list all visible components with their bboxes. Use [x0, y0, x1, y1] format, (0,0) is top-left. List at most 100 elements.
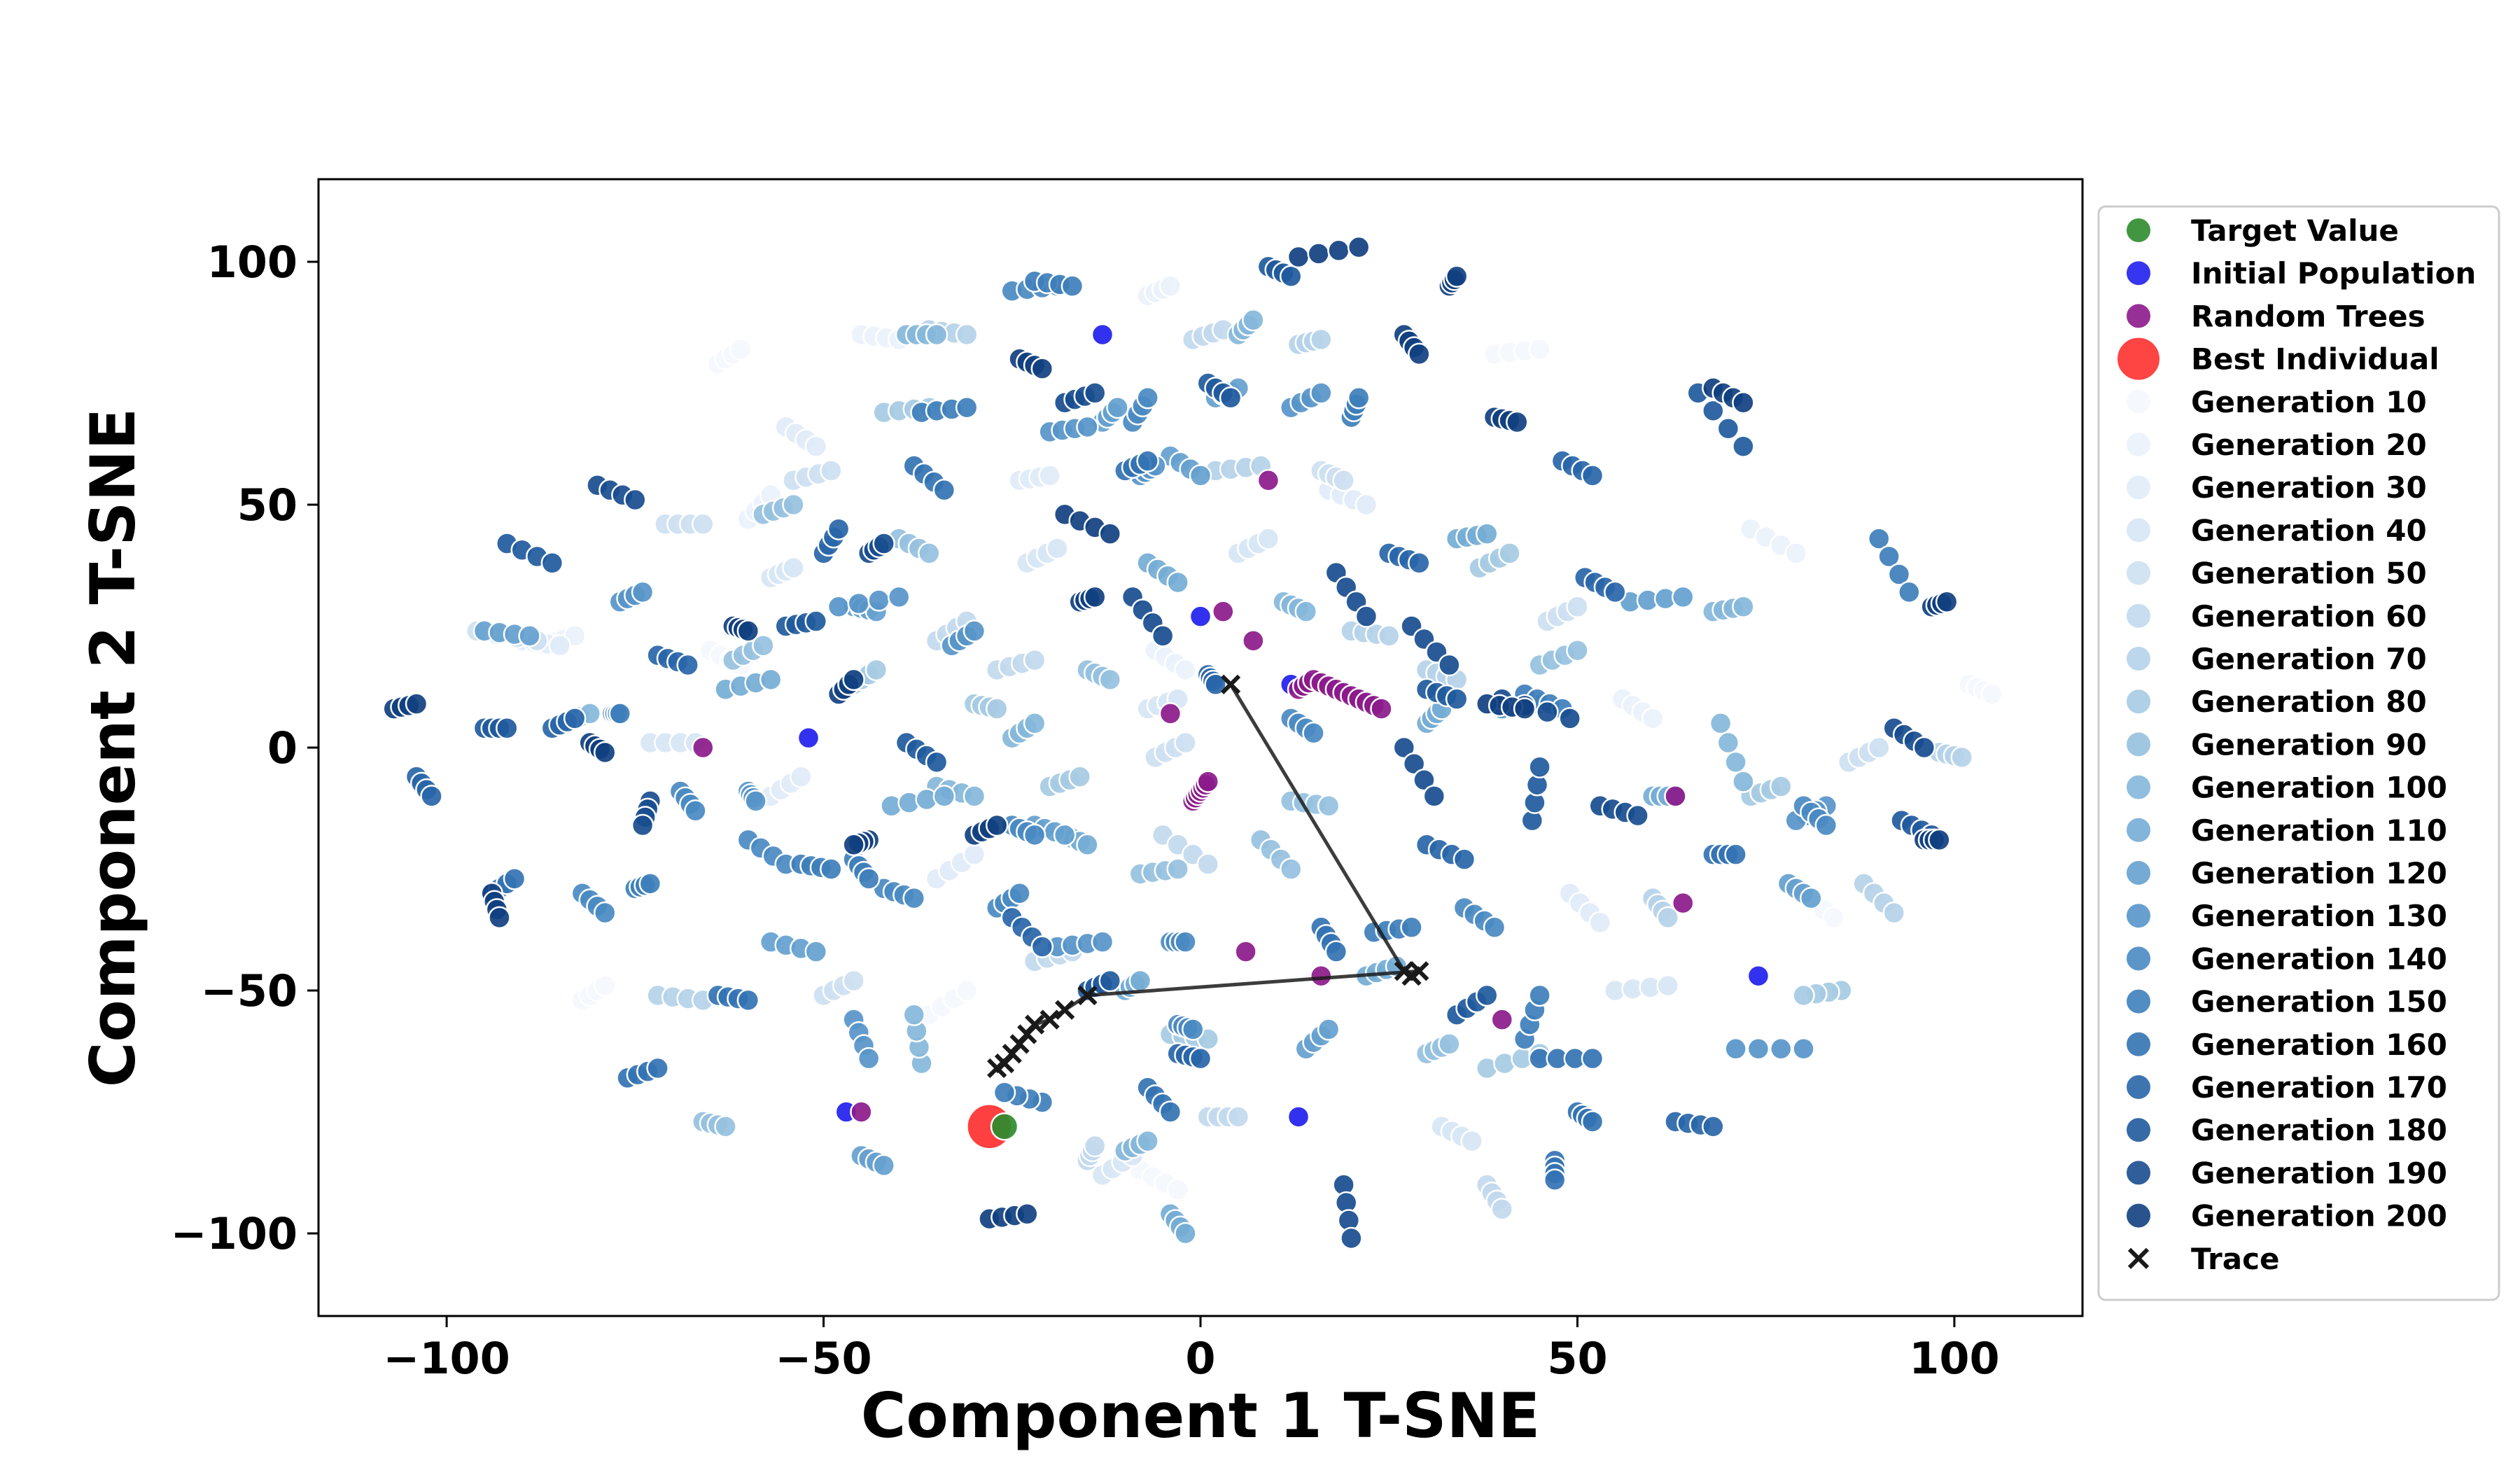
generation-40-point: [1256, 527, 1280, 550]
generation-140-point: [1483, 916, 1506, 939]
legend-label-target-value: Target Value: [2191, 214, 2399, 248]
trace-marker: [987, 1058, 1007, 1079]
legend-label-generation-60: Generation 60: [2191, 599, 2427, 634]
generation-120-point: [1053, 823, 1077, 847]
generation-140-point: [902, 886, 926, 910]
generation-130-point: [827, 595, 850, 618]
generation-130-point: [887, 585, 911, 609]
legend-label-generation-80: Generation 80: [2191, 685, 2427, 719]
generation-150-point: [1867, 527, 1891, 550]
generation-120-point: [1671, 585, 1695, 609]
initial-population-point: [1287, 1105, 1310, 1128]
generation-180-point: [540, 552, 564, 575]
generation-190-point: [1438, 653, 1461, 677]
generation-200-point: [1732, 391, 1755, 414]
generation-10-point: [1528, 337, 1551, 361]
generation-200-point: [593, 741, 617, 764]
generation-170-point: [1189, 1046, 1212, 1070]
y-tick-label: −50: [201, 965, 298, 1016]
random-trees-point: [850, 1100, 873, 1124]
generation-150-point: [857, 867, 881, 890]
generation-200-point: [842, 668, 865, 692]
legend-label-generation-90: Generation 90: [2191, 727, 2427, 762]
legend-marker-generation-170: [2125, 1074, 2152, 1100]
generation-190-point: [1626, 804, 1649, 827]
generation-30-point: [962, 843, 986, 866]
generation-200-point: [1030, 357, 1054, 380]
generation-10-point: [1822, 906, 1845, 930]
generation-30-point: [548, 634, 571, 657]
legend-label-generation-20: Generation 20: [2191, 428, 2427, 462]
generation-70-point: [1310, 328, 1333, 351]
generation-170-point: [420, 785, 443, 808]
legend-marker-generation-20: [2125, 431, 2152, 458]
generation-130-point: [867, 589, 890, 612]
generation-140-point: [1814, 813, 1838, 837]
legend-marker-generation-70: [2125, 645, 2152, 672]
x-tick-label: 50: [1547, 1333, 1607, 1384]
generation-80-point: [1792, 983, 1815, 1007]
generation-150-point: [1898, 580, 1921, 604]
generation-200-point: [1098, 522, 1122, 545]
generation-130-point: [744, 790, 767, 813]
generation-90-point: [918, 542, 941, 565]
generation-180-point: [925, 750, 948, 774]
generation-10-point: [955, 979, 979, 1002]
generation-60-point: [1226, 1105, 1250, 1128]
generation-110-point: [759, 668, 783, 692]
random-trees-point: [1234, 940, 1257, 963]
generation-130-point: [962, 620, 986, 643]
axis-ticks: −100 −50 0 50 100 −100 −50 0 50 100: [171, 237, 2000, 1384]
generation-180-point: [1475, 983, 1499, 1007]
generation-170-point: [1452, 848, 1476, 871]
trace-marker: [1220, 674, 1241, 694]
legend-label-generation-150: Generation 150: [2191, 985, 2447, 1019]
generation-60-point: [1083, 1134, 1107, 1158]
generation-200-point: [1016, 1203, 1039, 1226]
legend-marker-generation-190: [2125, 1159, 2152, 1186]
legend-marker-generation-150: [2125, 988, 2152, 1015]
generation-200-point: [736, 620, 760, 643]
generation-130-point: [1310, 382, 1333, 405]
legend-marker-generation-130: [2125, 902, 2152, 930]
generation-40-point: [1460, 1129, 1483, 1153]
x-tick-label: −50: [775, 1333, 872, 1384]
legend-label-generation-200: Generation 200: [2191, 1199, 2447, 1233]
generation-110-point: [1128, 969, 1152, 993]
generation-130-point: [1769, 1037, 1793, 1060]
legend-marker-target-value: [2125, 217, 2152, 244]
legend-label-generation-40: Generation 40: [2191, 513, 2427, 547]
generation-90-point: [1166, 858, 1189, 881]
generation-190-point: [631, 813, 654, 837]
generation-50-point: [1566, 595, 1589, 618]
random-trees-point: [1212, 600, 1235, 623]
initial-population-point: [1189, 605, 1212, 628]
generation-50-point: [842, 969, 865, 993]
generation-160-point: [646, 1056, 669, 1080]
generation-30-point: [804, 435, 828, 458]
generation-180-point: [804, 610, 828, 633]
generation-60-point: [1023, 648, 1046, 672]
generation-150-point: [1877, 545, 1900, 568]
generation-190-point: [1558, 707, 1581, 730]
generation-200-point: [488, 906, 511, 930]
generation-100-point: [1716, 731, 1740, 755]
generation-100-point: [902, 1003, 926, 1026]
generation-160-point: [932, 478, 956, 502]
y-tick-label: 50: [237, 479, 298, 531]
generation-170-point: [676, 653, 699, 677]
generation-20-point: [1158, 274, 1182, 298]
generation-20-point: [1174, 658, 1197, 682]
generation-150-point: [1528, 983, 1551, 1007]
generation-100-point: [1242, 309, 1265, 332]
generation-200-point: [405, 692, 428, 715]
generation-10-point: [729, 337, 752, 361]
generation-60-point: [1490, 1198, 1514, 1221]
legend-marker-generation-180: [2125, 1116, 2152, 1144]
generation-150-point: [1060, 274, 1084, 298]
generation-120-point: [1317, 1018, 1340, 1041]
legend-marker-generation-140: [2125, 945, 2152, 972]
random-trees-point: [1490, 1008, 1514, 1031]
initial-population-point: [1091, 323, 1114, 346]
